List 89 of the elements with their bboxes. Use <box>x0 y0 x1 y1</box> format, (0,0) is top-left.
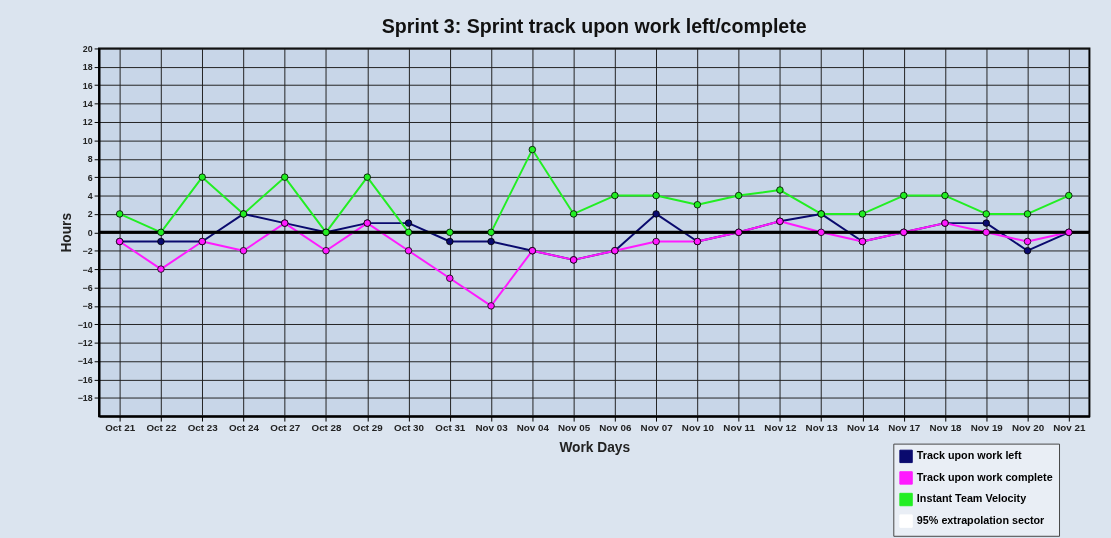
x-tick-label: Oct 24 <box>228 422 260 434</box>
y-tick-label: −14 <box>77 356 93 367</box>
legend-label: Track upon work complete <box>916 470 1053 483</box>
point <box>982 210 990 218</box>
point <box>487 237 495 246</box>
point <box>115 210 124 218</box>
chart-title: Sprint 3: Sprint track upon work left/complete <box>381 14 807 37</box>
point <box>1023 247 1032 255</box>
y-tick-label: 0 <box>87 227 93 238</box>
point <box>858 210 867 218</box>
x-tick-label: Nov 05 <box>558 422 591 434</box>
y-tick-label: 6 <box>87 172 93 183</box>
y-tick-label: −4 <box>82 264 93 275</box>
point <box>611 191 619 200</box>
point <box>652 191 660 200</box>
x-tick-label: Nov 14 <box>846 422 880 434</box>
point <box>446 274 454 282</box>
point <box>1023 210 1032 218</box>
point <box>239 247 248 255</box>
point <box>404 228 413 236</box>
y-tick-label: 14 <box>82 99 93 110</box>
point <box>446 228 454 236</box>
y-tick-label: 16 <box>82 80 93 91</box>
point <box>404 247 413 255</box>
legend-label: Instant Team Velocity <box>916 492 1027 505</box>
x-tick-label: Nov 04 <box>516 422 550 434</box>
point <box>982 228 990 236</box>
x-tick-label: Nov 12 <box>764 422 798 434</box>
y-tick-label: −10 <box>77 319 93 330</box>
point <box>198 173 206 181</box>
x-tick-label: Nov 07 <box>640 422 674 434</box>
y-tick-label: 12 <box>82 117 93 128</box>
point <box>652 210 660 218</box>
point <box>941 191 949 200</box>
point <box>528 145 537 154</box>
point <box>652 237 660 246</box>
point <box>693 201 702 209</box>
y-tick-label: −16 <box>77 374 93 385</box>
x-tick-label: Nov 06 <box>599 422 632 434</box>
y-tick-label: −6 <box>82 282 93 293</box>
point <box>1065 191 1073 200</box>
x-tick-label: Nov 13 <box>805 422 839 434</box>
x-tick-label: Oct 21 <box>105 422 136 434</box>
point <box>404 219 413 227</box>
y-tick-label: −2 <box>82 246 93 257</box>
x-tick-label: Oct 29 <box>352 422 384 434</box>
x-tick-label: Oct 28 <box>311 422 343 434</box>
y-tick-label: 4 <box>87 190 93 201</box>
point <box>487 302 495 310</box>
x-axis-title: Work Days <box>559 439 631 455</box>
x-tick-label: Nov 10 <box>681 422 715 434</box>
point <box>322 247 330 255</box>
point <box>281 173 289 181</box>
point <box>487 228 495 236</box>
x-tick-label: Oct 23 <box>187 422 219 434</box>
x-tick-label: Oct 27 <box>270 422 301 434</box>
point <box>900 191 908 200</box>
y-tick-label: −12 <box>77 338 93 349</box>
x-tick-label: Nov 20 <box>1011 422 1045 434</box>
x-tick-label: Oct 31 <box>435 422 466 434</box>
y-tick-label: −8 <box>82 301 93 312</box>
point <box>569 210 578 218</box>
x-tick-label: Oct 30 <box>394 422 425 434</box>
x-tick-label: Nov 03 <box>475 422 509 434</box>
y-tick-label: −18 <box>77 393 93 404</box>
legend-label: 95% extrapolation sector <box>916 514 1046 527</box>
y-tick-label: 2 <box>87 209 93 220</box>
y-tick-label: 8 <box>87 154 93 165</box>
point <box>734 191 743 200</box>
point <box>817 228 825 236</box>
x-tick-label: Oct 22 <box>146 422 177 434</box>
y-tick-label: 20 <box>82 43 93 54</box>
point <box>446 237 454 246</box>
point <box>776 186 784 194</box>
point <box>1023 237 1032 246</box>
y-axis-title: Hours <box>58 212 74 253</box>
x-tick-label: Nov 18 <box>929 422 963 434</box>
point <box>157 237 165 246</box>
x-tick-label: Nov 17 <box>888 422 921 434</box>
legend-label: Track upon work left <box>916 449 1022 462</box>
y-tick-label: 10 <box>82 135 93 146</box>
x-tick-label: Nov 11 <box>723 422 756 434</box>
x-tick-label: Nov 21 <box>1053 422 1086 434</box>
x-tick-label: Nov 19 <box>970 422 1004 434</box>
point <box>157 265 165 273</box>
y-tick-label: 18 <box>82 62 93 73</box>
point <box>363 173 371 181</box>
point <box>982 219 990 227</box>
point <box>157 228 165 236</box>
